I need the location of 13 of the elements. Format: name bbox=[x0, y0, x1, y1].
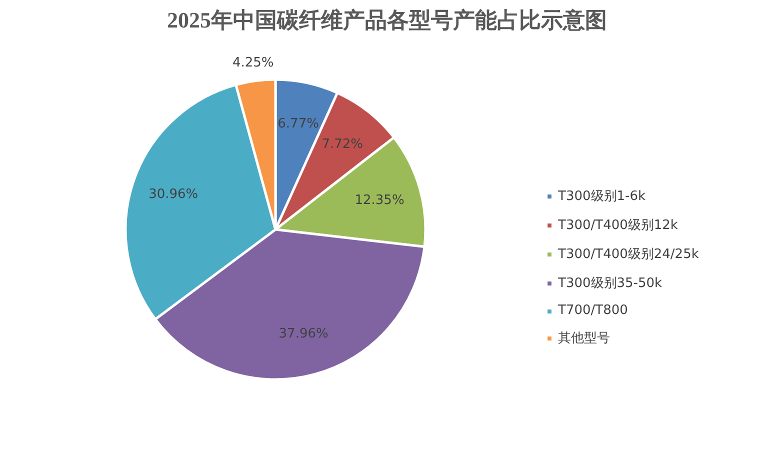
legend-label: T300/T400级别24/25k bbox=[558, 246, 699, 263]
data-label: 12.35% bbox=[354, 192, 404, 208]
legend-label: 其他型号 bbox=[558, 330, 610, 347]
chart-title: 2025年中国碳纤维产品各型号产能占比示意图 bbox=[167, 8, 607, 32]
legend-label: T300/T400级别12k bbox=[558, 217, 678, 234]
legend-label: T300级别1-6k bbox=[558, 188, 646, 205]
data-label: 4.25% bbox=[232, 55, 274, 70]
legend-label: T300级别35-50k bbox=[558, 275, 662, 292]
data-label: 30.96% bbox=[148, 186, 198, 202]
legend-label: T700/T800 bbox=[558, 303, 628, 318]
data-label: 6.77% bbox=[278, 116, 319, 132]
data-label: 7.72% bbox=[322, 137, 364, 152]
data-label: 37.96% bbox=[278, 326, 328, 342]
